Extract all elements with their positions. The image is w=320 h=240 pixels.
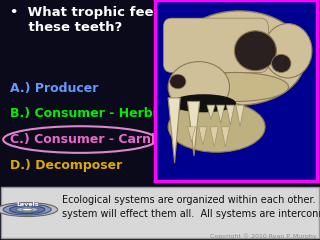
Ellipse shape	[10, 205, 45, 214]
FancyBboxPatch shape	[1, 187, 319, 238]
Ellipse shape	[3, 204, 51, 215]
Ellipse shape	[0, 203, 58, 216]
Text: •  What trophic feeding level belongs to
    these teeth?: • What trophic feeding level belongs to …	[10, 6, 310, 34]
Ellipse shape	[168, 62, 229, 112]
Ellipse shape	[234, 31, 276, 71]
Polygon shape	[188, 102, 200, 156]
Polygon shape	[236, 105, 244, 127]
Ellipse shape	[263, 24, 312, 78]
Polygon shape	[221, 127, 229, 147]
Polygon shape	[207, 105, 215, 120]
Polygon shape	[226, 105, 234, 125]
Text: A.) Producer: A.) Producer	[10, 82, 98, 95]
Text: B.) Consumer - Herbivore: B.) Consumer - Herbivore	[10, 107, 188, 120]
Ellipse shape	[168, 102, 265, 152]
Polygon shape	[199, 127, 207, 145]
Ellipse shape	[22, 208, 33, 211]
Ellipse shape	[16, 207, 38, 212]
FancyBboxPatch shape	[163, 18, 268, 72]
Polygon shape	[217, 105, 225, 123]
Text: Copyright © 2010 Ryan P. Murphy: Copyright © 2010 Ryan P. Murphy	[210, 233, 317, 239]
Text: Ecological systems are organized within each other.  The effects on one
system w: Ecological systems are organized within …	[62, 195, 320, 219]
Ellipse shape	[173, 11, 306, 105]
Text: C.) Consumer - Carnivore: C.) Consumer - Carnivore	[10, 133, 186, 146]
Polygon shape	[210, 127, 218, 147]
Polygon shape	[188, 127, 196, 141]
Ellipse shape	[172, 94, 236, 112]
Polygon shape	[168, 98, 180, 163]
Ellipse shape	[183, 72, 289, 102]
Text: D.) Decomposer: D.) Decomposer	[10, 159, 122, 172]
Text: Levels: Levels	[16, 202, 38, 207]
Ellipse shape	[170, 74, 186, 89]
Ellipse shape	[272, 54, 291, 72]
